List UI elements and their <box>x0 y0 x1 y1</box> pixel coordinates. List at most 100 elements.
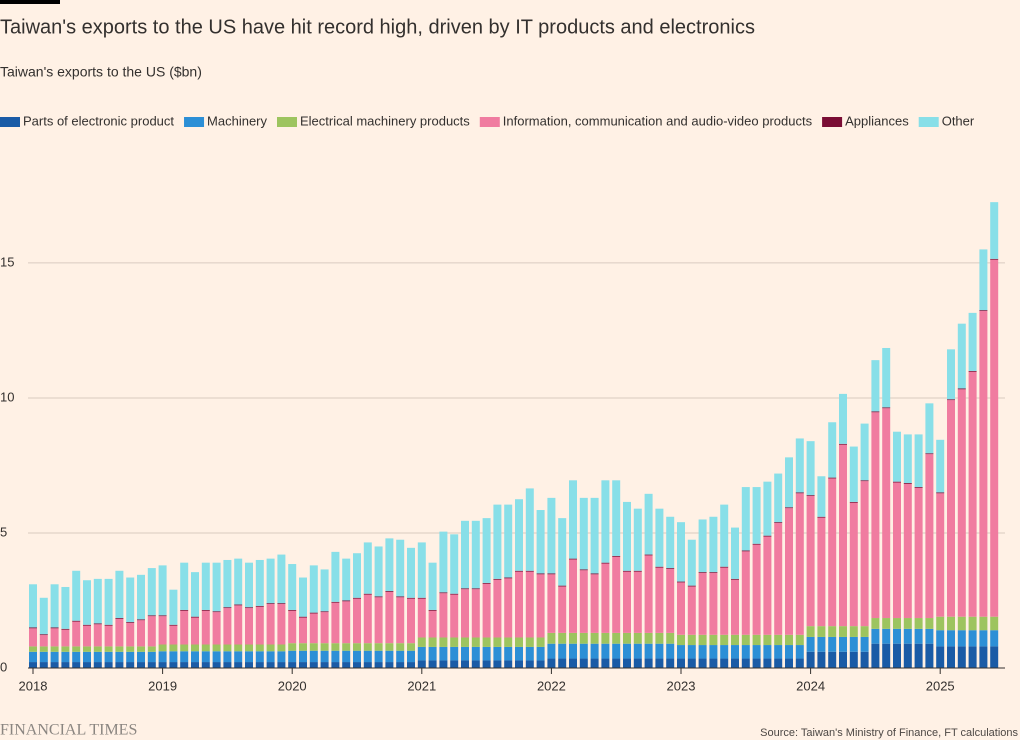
bar-segment <box>860 626 869 637</box>
bar-segment <box>223 608 232 645</box>
bar-segment <box>61 628 70 630</box>
bar-segment <box>385 643 394 651</box>
bar-segment <box>633 508 642 571</box>
bar-segment <box>849 636 858 652</box>
bar-segment <box>741 645 750 659</box>
bar-segment <box>374 643 383 651</box>
chart-subtitle: Taiwan's exports to the US ($bn) <box>0 64 202 80</box>
bar-segment <box>147 646 156 652</box>
bar-segment <box>331 551 340 602</box>
bar-segment <box>396 597 405 644</box>
bar-segment <box>39 651 48 663</box>
bar-segment <box>709 572 718 635</box>
bar-segment <box>201 610 210 645</box>
bar-segment <box>320 643 329 651</box>
bar-segment <box>569 658 577 668</box>
bar-segment <box>936 616 945 631</box>
bar-segment <box>493 646 502 661</box>
bar-segment <box>655 567 664 633</box>
legend-swatch <box>479 117 500 127</box>
bar-segment <box>947 399 955 401</box>
bar-segment <box>849 651 858 668</box>
bar-segment <box>428 660 437 668</box>
bar-segment <box>882 347 891 408</box>
bar-segment <box>277 603 286 645</box>
bar-segment <box>839 636 847 652</box>
bar-segment <box>299 650 307 663</box>
bar-segment <box>439 646 448 661</box>
bar-segment <box>893 618 901 629</box>
y-tick-label: 10 <box>0 389 14 404</box>
bar-segment <box>936 439 945 493</box>
bar-segment <box>720 645 729 659</box>
bar-segment <box>644 658 653 668</box>
bar-segment <box>752 544 761 635</box>
bar-segment <box>849 626 858 637</box>
bar-segment <box>439 637 448 647</box>
bar-segment <box>212 644 221 652</box>
bar-segment <box>612 556 621 633</box>
bar-segment <box>158 644 167 652</box>
bar-segment <box>828 477 837 479</box>
bar-segment <box>169 624 178 626</box>
bar-segment <box>201 644 210 652</box>
bar-segment <box>212 612 221 645</box>
bar-segment <box>817 476 826 517</box>
bar-segment <box>569 559 577 633</box>
bar-segment <box>785 634 793 646</box>
bar-segment <box>623 501 631 571</box>
legend-label: Parts of electronic product <box>23 113 174 128</box>
bar-segment <box>914 487 923 488</box>
bar-segment <box>957 616 966 631</box>
bar-segment <box>774 522 783 635</box>
bar-segment <box>93 646 102 652</box>
y-tick-label: 15 <box>0 254 14 269</box>
bar-segment <box>720 634 729 646</box>
bar-segment <box>374 596 383 598</box>
bar-segment <box>450 637 459 647</box>
bar-segment <box>677 582 685 635</box>
bar-segment <box>795 493 804 635</box>
bar-segment <box>849 501 858 503</box>
bar-segment <box>461 520 469 589</box>
bar-segment <box>288 662 297 668</box>
bar-segment <box>569 480 577 559</box>
bar-segment <box>471 588 480 590</box>
bar-segment <box>137 574 145 620</box>
bar-segment <box>158 616 167 645</box>
bar-segment <box>407 650 415 663</box>
bar-segment <box>115 618 124 619</box>
bar-segment <box>245 651 253 663</box>
bar-segment <box>525 646 534 661</box>
legend-label: Other <box>942 113 975 128</box>
bar-segment <box>763 535 772 537</box>
bar-segment <box>471 646 480 661</box>
bar-segment <box>979 616 988 631</box>
bar-segment <box>169 651 178 663</box>
bar-segment <box>115 570 124 619</box>
bar-segment <box>515 646 523 661</box>
bar-segment <box>363 542 372 594</box>
bar-segment <box>288 609 297 611</box>
bar-segment <box>201 562 210 610</box>
bar-segment <box>860 651 869 668</box>
bar-segment <box>353 662 361 668</box>
bar-segment <box>655 632 664 644</box>
bar-segment <box>957 323 966 389</box>
bar-segment <box>979 249 988 311</box>
bar-segment <box>299 617 307 644</box>
bar-segment <box>277 554 286 604</box>
bar-segment <box>147 568 156 616</box>
bar-segment <box>417 646 426 661</box>
bar-segment <box>698 572 707 635</box>
bar-segment <box>817 517 826 627</box>
bar-segment <box>61 662 70 668</box>
bar-segment <box>720 567 729 635</box>
bar-segment <box>320 612 329 644</box>
bar-segment <box>536 574 545 638</box>
bar-segment <box>957 646 966 668</box>
bar-segment <box>666 568 675 569</box>
bar-segment <box>374 597 383 644</box>
bar-segment <box>147 651 156 663</box>
bar-segment <box>201 609 210 611</box>
